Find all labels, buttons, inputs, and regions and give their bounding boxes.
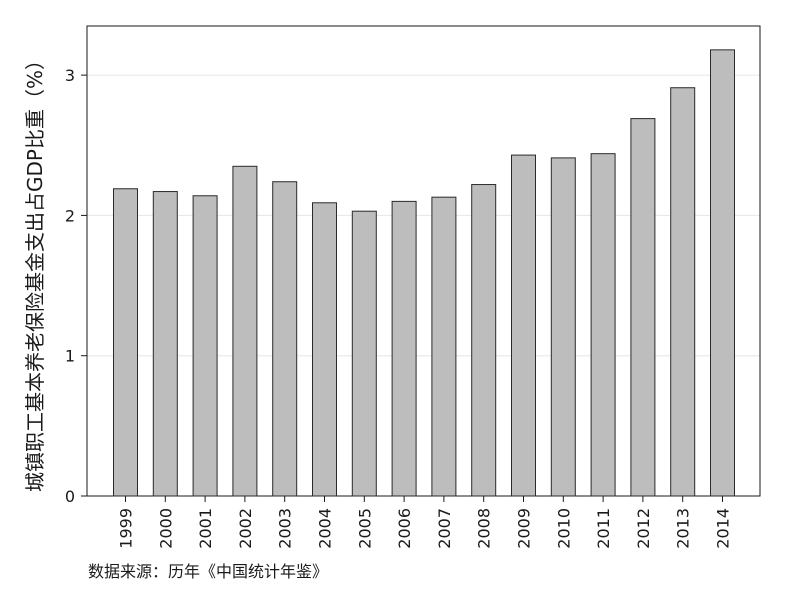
y-tick-label: 1 — [65, 347, 75, 366]
x-tick-label-2006: 2006 — [395, 508, 414, 549]
y-axis-label: 城镇职工基本养老保险基金支出占GDP比重（%） — [23, 50, 47, 492]
x-tick-label-2010: 2010 — [554, 508, 573, 549]
bar-2007 — [431, 196, 457, 497]
bar-2011 — [590, 153, 616, 497]
y-tick-label: 3 — [65, 66, 75, 85]
gridlines — [87, 74, 760, 357]
x-tick-label-2005: 2005 — [355, 508, 374, 549]
bar-2013 — [670, 87, 696, 497]
bar-2002 — [232, 165, 258, 497]
bar-2005 — [351, 210, 377, 497]
x-tick-label-2002: 2002 — [236, 508, 255, 549]
x-tick-label-2001: 2001 — [196, 508, 215, 549]
bar-2014 — [710, 49, 735, 497]
plot-frame — [86, 25, 761, 497]
bar-2012 — [630, 118, 656, 497]
bar-2006 — [391, 200, 417, 497]
bars — [113, 49, 735, 497]
bar-2001 — [192, 195, 218, 497]
x-tick-label-2009: 2009 — [515, 508, 534, 549]
source-note: 数据来源：历年《中国统计年鉴》 — [88, 562, 329, 581]
y-axis-ticks: 0 1 2 3 — [65, 66, 87, 506]
x-tick-label-2013: 2013 — [674, 508, 693, 549]
bar-2000 — [152, 191, 178, 497]
x-tick-label-2012: 2012 — [634, 508, 653, 549]
bar-2009 — [511, 154, 536, 497]
x-tick-label-2011: 2011 — [594, 508, 613, 549]
x-tick-label-2004: 2004 — [316, 508, 335, 549]
bar-1999 — [113, 188, 138, 497]
x-tick-label-2000: 2000 — [156, 508, 175, 549]
x-tick-label-2007: 2007 — [435, 508, 454, 549]
x-tick-label-2014: 2014 — [714, 508, 733, 549]
bar-2008 — [471, 184, 497, 497]
x-tick-label-1999: 1999 — [117, 508, 136, 549]
x-tick-label-2008: 2008 — [475, 508, 494, 549]
y-tick-label: 0 — [65, 487, 75, 506]
x-tick-label-2003: 2003 — [276, 508, 295, 549]
bar-2010 — [550, 157, 576, 497]
x-axis-ticks: 1999 2000 2001 2002 2003 2004 2005 2006 2007 2008… — [117, 496, 733, 549]
y-tick-label: 2 — [65, 206, 75, 225]
bar-2004 — [312, 202, 337, 497]
bar-2003 — [272, 181, 298, 497]
